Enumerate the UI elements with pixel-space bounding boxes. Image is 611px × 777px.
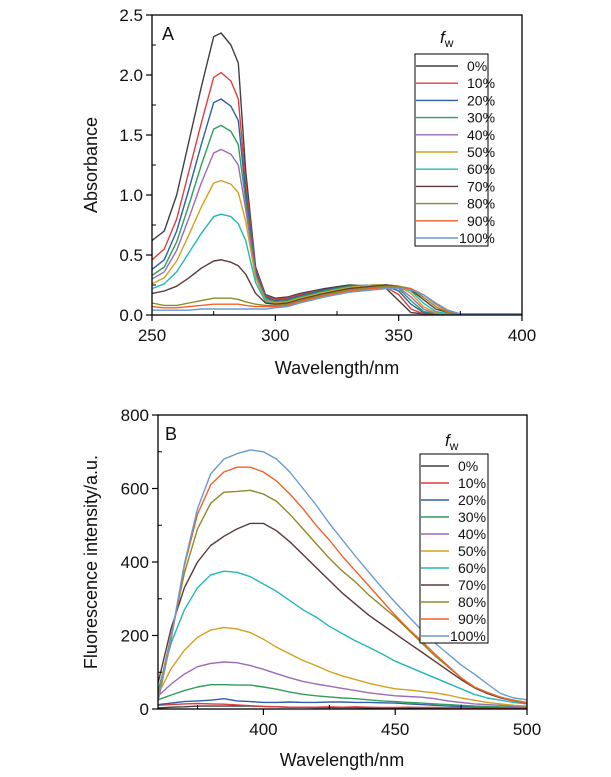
legend-item: 100% [421, 628, 486, 644]
legend-item: 20% [416, 92, 495, 108]
legend-label: 60% [458, 560, 486, 576]
legend-item: 10% [416, 75, 495, 91]
legend-item: 60% [416, 161, 495, 177]
legend-item: 70% [416, 178, 495, 194]
y-tick-label: 2.5 [119, 6, 143, 25]
x-tick-label: 450 [381, 720, 409, 739]
legend-label: 80% [458, 594, 486, 610]
legend-item: 50% [416, 144, 495, 160]
y-tick-label: 0 [140, 700, 149, 719]
y-tick-label: 200 [121, 627, 149, 646]
series-line-20pct [157, 698, 527, 709]
legend-label: 90% [467, 213, 495, 229]
legend-label: 10% [458, 475, 486, 491]
legend-item: 90% [421, 611, 486, 627]
legend-item: 50% [421, 543, 486, 559]
series-line-70pct [151, 259, 522, 315]
legend-label: 70% [467, 178, 495, 194]
legend-label: 0% [467, 58, 487, 74]
y-tick-label: 800 [121, 406, 149, 425]
y-tick-label: 0.0 [119, 306, 143, 325]
legend-item: 100% [416, 230, 495, 246]
x-tick-label: 250 [138, 326, 166, 345]
x-tick-label: 400 [249, 720, 277, 739]
x-tick-label: 350 [384, 326, 412, 345]
panel-b-ticks: 400 450 500 0 200 400 600 800 [121, 406, 542, 739]
legend-item: 30% [421, 509, 486, 525]
series-line-70pct [157, 522, 528, 704]
panel-a-absorbance-chart: 250 300 350 400 0.0 0.5 1.0 1.5 2.0 2.5 A Wavelen… [81, 6, 536, 378]
y-tick-label: 0.5 [119, 246, 143, 265]
legend-item: 40% [421, 526, 486, 542]
series-line-30pct [157, 684, 527, 708]
legend-item: 10% [421, 475, 486, 491]
y-tick-label: 1.5 [119, 126, 143, 145]
legend-label: 30% [467, 110, 495, 126]
panel-b-fluorescence-chart: 400 450 500 0 200 400 600 800 B Wavelength/nm F… [81, 406, 541, 770]
panel-a-label: A [162, 24, 174, 44]
series-line-100pct [157, 449, 528, 701]
legend-item: 30% [416, 110, 495, 126]
panel-b-curves [157, 449, 528, 709]
legend-item: 0% [416, 58, 487, 74]
panel-b-x-axis-title: Wavelength/nm [280, 750, 404, 770]
legend-item: 0% [421, 458, 478, 474]
legend-label: 90% [458, 611, 486, 627]
legend-label: 50% [467, 144, 495, 160]
series-line-40pct [157, 661, 528, 708]
y-tick-label: 400 [121, 553, 149, 572]
panel-b-label: B [165, 424, 177, 444]
legend-label: 40% [467, 127, 495, 143]
legend-label: 20% [458, 492, 486, 508]
y-tick-label: 1.0 [119, 186, 143, 205]
panel-b-y-axis-title: Fluorescence intensity/a.u. [81, 455, 101, 669]
panel-a-curves [151, 32, 522, 315]
legend-label: 30% [458, 509, 486, 525]
legend-label: 70% [458, 577, 486, 593]
panel-a-x-axis-title: Wavelength/nm [275, 358, 399, 378]
series-line-60pct [157, 570, 528, 705]
legend-item: 20% [421, 492, 486, 508]
legend-label: 60% [467, 161, 495, 177]
panel-b-legend: fw 0%10%20%30%40%50%60%70%80%90%100% [419, 431, 489, 644]
series-line-90pct [157, 466, 528, 704]
y-tick-label: 2.0 [119, 66, 143, 85]
legend-label: 100% [459, 230, 495, 246]
legend-label: 0% [458, 458, 478, 474]
panel-a-ticks: 250 300 350 400 0.0 0.5 1.0 1.5 2.0 2.5 [119, 6, 536, 345]
series-line-10pct [157, 702, 527, 709]
legend-item: 90% [416, 213, 495, 229]
x-tick-label: 300 [261, 326, 289, 345]
legend-item: 80% [421, 594, 486, 610]
panel-a-legend: fw 0%10%20% 30%40%50%60%70% 80%90%100% [414, 28, 495, 247]
legend-item: 70% [421, 577, 486, 593]
legend-label: 50% [458, 543, 486, 559]
y-tick-label: 600 [121, 480, 149, 499]
legend-label: 10% [467, 75, 495, 91]
panel-a-legend-box [414, 53, 489, 247]
legend-item: 40% [416, 127, 495, 143]
panel-b-legend-box [419, 453, 489, 644]
legend-label: 20% [467, 92, 495, 108]
legend-label: 80% [467, 196, 495, 212]
x-tick-label: 500 [513, 720, 541, 739]
x-tick-label: 400 [508, 326, 536, 345]
legend-item: 80% [416, 196, 495, 212]
panel-a-legend-title: fw [440, 28, 454, 50]
legend-label: 40% [458, 526, 486, 542]
panel-b-legend-title: fw [445, 431, 459, 453]
legend-label: 100% [450, 628, 486, 644]
series-line-80pct [151, 285, 522, 315]
series-line-50pct [157, 626, 528, 707]
series-line-100pct [152, 287, 522, 315]
legend-item: 60% [421, 560, 486, 576]
series-line-90pct [151, 286, 522, 315]
panel-a-y-axis-title: Absorbance [81, 117, 101, 213]
